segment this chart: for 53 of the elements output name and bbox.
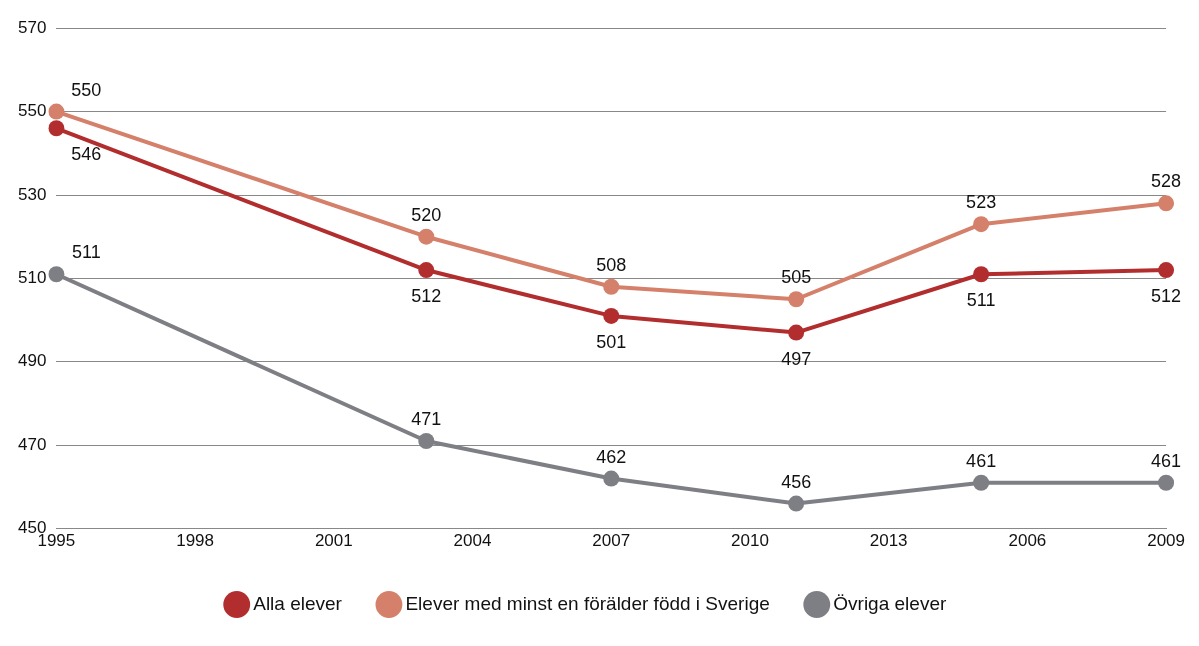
data-label: 471 (411, 409, 442, 429)
point (1158, 195, 1175, 212)
data-label: 511 (966, 290, 996, 311)
y-tick-label: 530 (17, 184, 47, 204)
data-label: 505 (781, 267, 812, 288)
data-label: 456 (781, 471, 812, 492)
point (1158, 262, 1175, 279)
y-tick-label: 570 (17, 17, 47, 37)
data-label: 462 (596, 446, 627, 467)
point (973, 266, 990, 283)
data-label: 546 (71, 144, 102, 165)
point (418, 433, 435, 450)
point (788, 324, 805, 341)
legend-label: Övriga elever (833, 592, 947, 614)
y-tick-label: 510 (17, 268, 47, 288)
data-label: 508 (596, 254, 627, 275)
x-tick-label: 2010 (731, 531, 769, 551)
data-label: 461 (966, 450, 997, 471)
x-tick-label: 2006 (1008, 531, 1047, 551)
data-label: 512 (411, 286, 442, 307)
point (603, 307, 620, 324)
x-tick-label: 2007 (592, 531, 631, 551)
data-label: 523 (966, 192, 997, 213)
point (973, 216, 990, 233)
point (603, 470, 620, 487)
point (788, 495, 805, 512)
x-tick-label: 2009 (1147, 531, 1185, 551)
x-tick-label: 2004 (453, 531, 492, 551)
point (418, 228, 435, 245)
point (418, 262, 435, 279)
data-label: 512 (1151, 286, 1182, 307)
data-label: 550 (71, 79, 102, 100)
data-label: 461 (1151, 450, 1182, 471)
data-label: 528 (1151, 171, 1182, 192)
y-tick-label: 490 (17, 351, 47, 371)
data-label: 501 (596, 331, 627, 352)
point (1158, 474, 1175, 491)
y-tick-label: 550 (17, 101, 47, 121)
legend-label: Alla elever (253, 592, 343, 614)
data-label: 520 (411, 204, 442, 225)
point (48, 103, 65, 120)
point (788, 291, 805, 308)
point (973, 474, 990, 491)
point (48, 120, 65, 137)
point (48, 266, 65, 283)
data-label: 497 (781, 348, 812, 369)
x-tick-label: 2001 (314, 531, 353, 551)
y-tick-label: 470 (17, 434, 47, 454)
legend-label: Elever med minst en förälder född i Sverige (405, 592, 770, 614)
data-label: 511 (72, 242, 101, 263)
x-tick-label: 2013 (869, 531, 908, 551)
point (603, 278, 620, 295)
x-tick-label: 1998 (176, 531, 214, 551)
